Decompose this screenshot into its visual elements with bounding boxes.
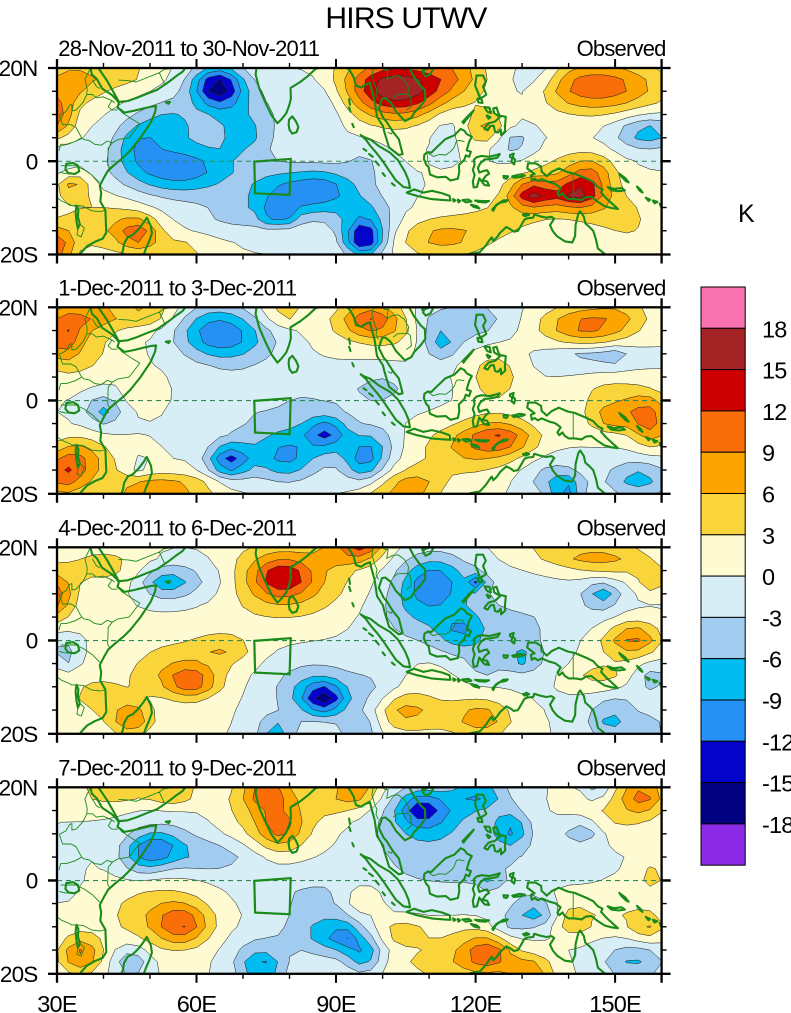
svg-text:0: 0 (762, 564, 775, 590)
svg-text:K: K (738, 200, 755, 228)
svg-text:7-Dec-2011 to 9-Dec-2011: 7-Dec-2011 to 9-Dec-2011 (58, 755, 297, 780)
svg-text:-18: -18 (762, 812, 791, 838)
svg-text:Observed: Observed (577, 275, 666, 300)
svg-text:12: 12 (762, 399, 787, 425)
svg-text:60E: 60E (177, 991, 217, 1013)
svg-text:150E: 150E (589, 991, 641, 1013)
svg-text:HIRS UTWV: HIRS UTWV (325, 2, 487, 35)
svg-text:20S: 20S (0, 962, 38, 987)
svg-text:20S: 20S (0, 482, 38, 507)
svg-text:Observed: Observed (577, 515, 666, 540)
svg-text:9: 9 (762, 440, 774, 466)
svg-text:15: 15 (762, 358, 787, 384)
svg-text:-15: -15 (762, 771, 791, 797)
svg-text:18: 18 (762, 316, 787, 342)
svg-text:20S: 20S (0, 722, 38, 747)
svg-text:20N: 20N (0, 295, 38, 320)
svg-text:20S: 20S (0, 243, 38, 268)
svg-text:0: 0 (26, 869, 38, 894)
svg-text:-6: -6 (762, 647, 782, 673)
svg-text:20N: 20N (0, 535, 38, 560)
svg-text:90E: 90E (316, 991, 356, 1013)
svg-text:30E: 30E (37, 991, 77, 1013)
svg-text:-12: -12 (762, 729, 791, 755)
svg-text:3: 3 (762, 523, 775, 549)
svg-text:4-Dec-2011 to 6-Dec-2011: 4-Dec-2011 to 6-Dec-2011 (58, 515, 297, 540)
svg-text:0: 0 (26, 629, 38, 654)
svg-text:0: 0 (26, 389, 38, 414)
svg-text:6: 6 (762, 482, 775, 508)
svg-text:28-Nov-2011 to 30-Nov-2011: 28-Nov-2011 to 30-Nov-2011 (58, 36, 319, 61)
svg-text:-3: -3 (762, 605, 782, 631)
svg-text:120E: 120E (450, 991, 502, 1013)
svg-text:1-Dec-2011 to 3-Dec-2011: 1-Dec-2011 to 3-Dec-2011 (58, 275, 297, 300)
svg-text:20N: 20N (0, 775, 38, 800)
svg-text:0: 0 (26, 149, 38, 174)
svg-text:Observed: Observed (577, 36, 666, 61)
svg-text:Observed: Observed (577, 755, 666, 780)
svg-text:-9: -9 (762, 688, 781, 714)
svg-text:20N: 20N (0, 56, 38, 81)
